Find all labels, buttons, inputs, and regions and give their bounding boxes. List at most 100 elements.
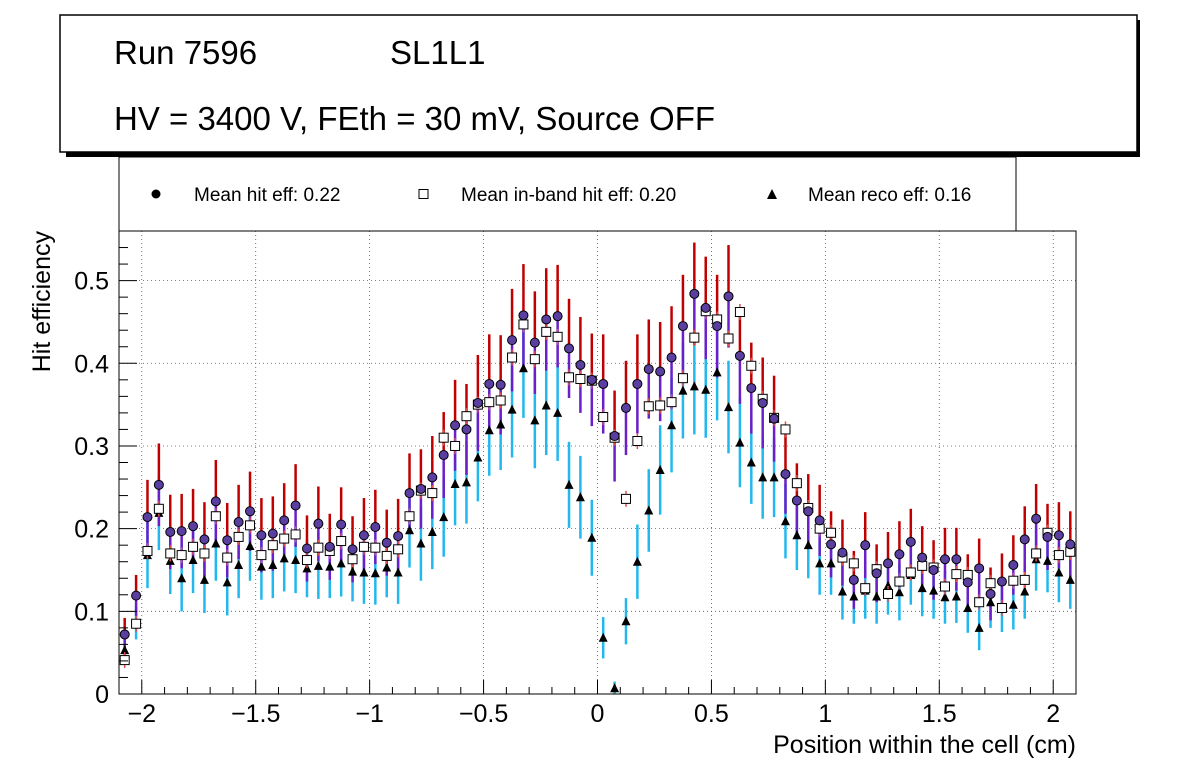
y-axis-title: Hit efficiency <box>28 231 56 373</box>
inband-point <box>1031 548 1042 559</box>
y-tick-label: 0 <box>95 681 109 709</box>
inband-point <box>427 488 438 499</box>
inband-point <box>689 332 700 343</box>
reco-point <box>359 567 369 577</box>
inband-point <box>985 578 996 589</box>
inband-point <box>746 360 757 371</box>
legend-reco-marker <box>767 189 777 199</box>
hit-point <box>336 519 347 530</box>
hit-point <box>188 521 199 532</box>
reco-point <box>370 568 380 578</box>
reco-point <box>917 583 927 593</box>
hit-point <box>256 530 267 541</box>
inband-point <box>153 503 164 514</box>
inband-point <box>529 354 540 365</box>
x-axis-title: Position within the cell (cm) <box>773 731 1076 759</box>
inband-point <box>142 545 153 556</box>
hit-point <box>575 359 586 370</box>
axis-tick-labels: −2 −1.5 −1 −0.5 0 0.5 1 1.5 2 0 0.1 0.2 0.3 0.4 0.5 <box>74 268 1060 728</box>
reco-point <box>484 425 494 435</box>
hit-point <box>199 534 210 545</box>
hit-point <box>666 352 677 363</box>
hit-point <box>450 420 461 431</box>
inband-point <box>119 655 130 666</box>
reco-point <box>746 457 756 467</box>
reco-point <box>222 577 232 587</box>
legend-inband-label: Mean in-band hit eff: 0.20 <box>461 185 676 206</box>
inband-point <box>564 372 575 383</box>
reco-point <box>610 683 620 693</box>
reco-point <box>632 556 642 566</box>
reco-point <box>929 585 939 595</box>
hit-point <box>643 364 654 375</box>
inband-point <box>347 554 358 565</box>
inband-point <box>552 331 563 342</box>
y-tick-label: 0.3 <box>74 433 109 461</box>
hit-point <box>837 547 848 558</box>
y-tick-label: 0.1 <box>74 598 109 626</box>
reco-point <box>473 452 483 462</box>
hit-point <box>393 531 404 542</box>
inband-point <box>791 478 802 489</box>
inband-point <box>905 567 916 578</box>
hit-point <box>1053 530 1064 541</box>
reco-point <box>461 477 471 487</box>
reco-point <box>872 591 882 601</box>
hit-point <box>609 431 620 442</box>
legend-box <box>118 156 1017 232</box>
legend-hit-marker <box>151 189 161 199</box>
inband-point <box>1008 575 1019 586</box>
title-box <box>59 14 1138 153</box>
hit-point <box>883 558 894 569</box>
inband-point <box>176 550 187 561</box>
hit-point <box>803 506 814 517</box>
legend-inband-marker <box>418 189 429 199</box>
hit-point <box>939 554 950 565</box>
reco-point <box>815 558 825 568</box>
hit-point <box>586 374 597 385</box>
reco-point <box>826 558 836 568</box>
reco-point <box>530 415 540 425</box>
inband-point <box>199 548 210 559</box>
hit-point <box>279 515 290 526</box>
hit-point <box>951 554 962 565</box>
hit-point <box>655 366 666 377</box>
hit-point <box>438 450 449 461</box>
legend-reco-label: Mean reco eff: 0.16 <box>808 185 971 206</box>
reco-point <box>348 566 358 576</box>
hit-point <box>826 539 837 550</box>
inband-point <box>358 541 369 552</box>
hit-point <box>176 526 187 537</box>
y-tick-label: 0.4 <box>74 350 109 378</box>
reco-point <box>644 505 654 515</box>
inband-point <box>1053 550 1064 561</box>
plot-frame <box>118 230 1077 695</box>
inband-point <box>290 529 301 540</box>
reco-point <box>712 367 722 377</box>
inband-point <box>632 436 643 447</box>
inband-point <box>507 352 518 363</box>
hit-point <box>905 536 916 547</box>
axis-ticks <box>118 247 1077 695</box>
reco-point <box>507 404 517 414</box>
inband-point <box>826 527 837 538</box>
reco-point <box>974 622 984 632</box>
hit-point <box>552 311 563 322</box>
reco-point <box>1020 586 1030 596</box>
inband-point <box>541 326 552 337</box>
reco-point <box>678 385 688 395</box>
x-tick-label: −2 <box>128 700 157 728</box>
x-tick-label: 1 <box>818 700 832 728</box>
hit-point <box>700 302 711 313</box>
reco-point <box>803 540 813 550</box>
x-tick-label: 1.5 <box>922 700 957 728</box>
inband-point <box>883 588 894 599</box>
hit-point <box>734 350 745 361</box>
hit-point <box>153 479 164 490</box>
reco-point <box>1065 574 1075 584</box>
hit-point <box>871 568 882 579</box>
inband-point <box>655 400 666 411</box>
reco-point <box>621 616 631 626</box>
layer-label: SL1L1 <box>390 34 485 71</box>
